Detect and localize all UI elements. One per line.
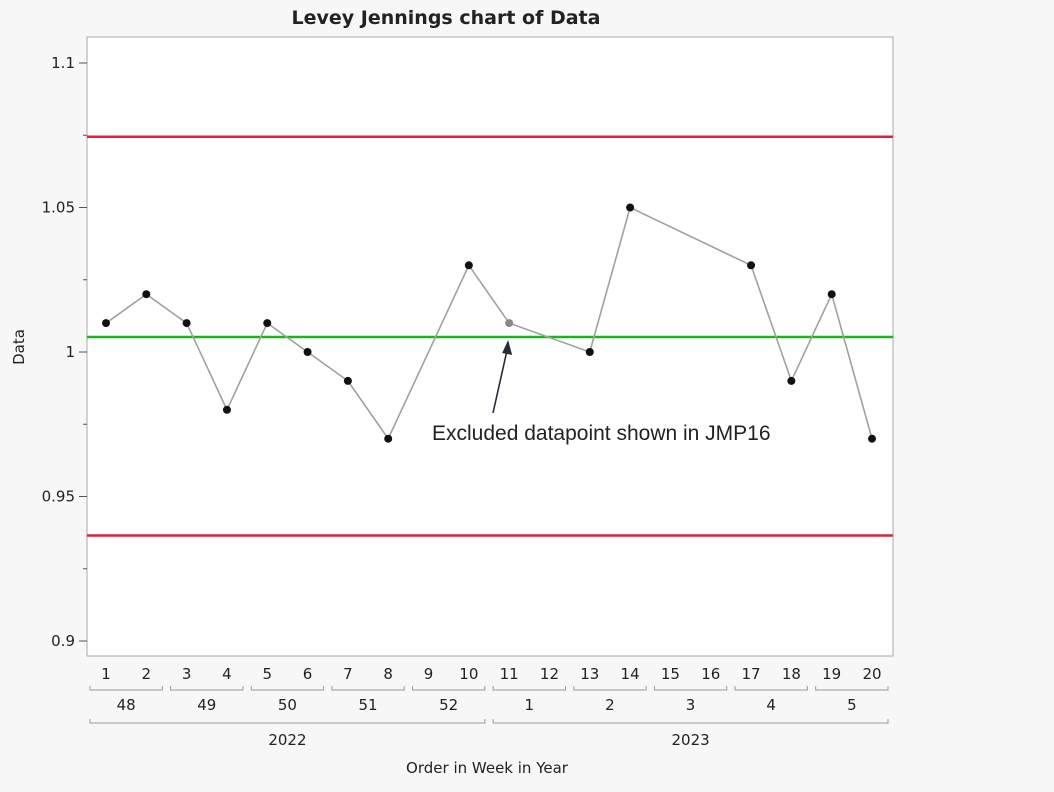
- data-point: [464, 261, 473, 270]
- week-group-bracket: [734, 686, 808, 691]
- x-tick-label: 15: [661, 665, 680, 683]
- y-tick-label: 1.1: [51, 54, 75, 72]
- week-group-label: 48: [117, 696, 136, 714]
- x-tick-label: 20: [862, 665, 881, 683]
- week-group-label: 2: [605, 696, 615, 714]
- week-group-label: 3: [686, 696, 696, 714]
- data-point: [585, 348, 594, 356]
- data-point: [303, 348, 312, 356]
- week-group-bracket: [815, 686, 889, 691]
- x-tick-label: 16: [701, 665, 720, 683]
- y-axis-title: Data: [10, 329, 28, 365]
- week-group-label: 51: [359, 696, 378, 714]
- data-point: [868, 434, 876, 443]
- y-tick-label: 0.9: [51, 632, 75, 650]
- x-tick-label: 14: [621, 665, 640, 683]
- plot-area: [86, 36, 894, 657]
- x-tick-label: 17: [742, 665, 761, 683]
- x-tick-label: 7: [343, 665, 353, 683]
- week-group-bracket: [89, 686, 163, 691]
- data-point: [787, 376, 796, 385]
- x-tick-label: 11: [500, 665, 519, 683]
- week-group-bracket: [653, 686, 728, 691]
- week-group-bracket: [170, 686, 244, 691]
- week-group-bracket: [412, 686, 486, 691]
- data-point: [747, 261, 756, 270]
- excluded-data-point: [505, 319, 514, 328]
- x-axis-title: Order in Week in Year: [406, 759, 569, 777]
- x-tick-label: 18: [782, 665, 801, 683]
- data-point: [222, 405, 231, 414]
- annotation-arrow-line: [492, 351, 508, 414]
- x-tick-label: 2: [142, 665, 152, 683]
- data-point: [102, 319, 110, 328]
- week-group-label: 49: [197, 696, 216, 714]
- x-tick-label: 12: [540, 665, 559, 683]
- week-group-label: 50: [278, 696, 297, 714]
- week-group-label: 4: [766, 696, 776, 714]
- data-series: [102, 203, 876, 443]
- year-group-bracket: [492, 719, 889, 724]
- x-tick-label: 1: [101, 665, 111, 683]
- week-group-bracket: [250, 686, 325, 691]
- x-tick-label: 13: [580, 665, 599, 683]
- x-tick-label: 4: [222, 665, 232, 683]
- data-point: [263, 319, 272, 328]
- data-point: [384, 434, 393, 443]
- reference-lines: [87, 135, 893, 537]
- week-group-bracket: [573, 686, 647, 691]
- y-tick-label: 0.95: [42, 488, 75, 506]
- annotation-arrowhead: [502, 340, 513, 355]
- x-tick-label: 8: [383, 665, 393, 683]
- data-point: [182, 319, 191, 328]
- annotation-text: Excluded datapoint shown in JMP16: [432, 422, 771, 445]
- data-point: [142, 290, 151, 299]
- week-group-label: 52: [439, 696, 458, 714]
- y-axis: 0.9 0.95 1 1.05 1.1: [42, 54, 87, 650]
- y-tick-label: 1: [65, 343, 75, 361]
- series-line: [105, 206, 873, 441]
- y-tick-label: 1.05: [42, 199, 75, 217]
- week-group-label: 5: [847, 696, 857, 714]
- year-group-label: 2022: [268, 731, 306, 749]
- x-tick-label: 9: [424, 665, 434, 683]
- x-tick-label: 10: [459, 665, 478, 683]
- year-group-bracket: [89, 719, 486, 724]
- week-group-bracket: [492, 686, 566, 691]
- x-tick-label: 19: [822, 665, 841, 683]
- week-group-label: 1: [525, 696, 535, 714]
- x-tick-label: 6: [303, 665, 313, 683]
- annotation: Excluded datapoint shown in JMP16: [432, 340, 771, 445]
- data-point: [343, 376, 352, 385]
- data-point: [827, 290, 836, 299]
- x-tick-label: 3: [182, 665, 192, 683]
- data-point: [626, 203, 635, 212]
- week-group-bracket: [331, 686, 405, 691]
- x-tick-label: 5: [262, 665, 272, 683]
- year-group-label: 2023: [671, 731, 709, 749]
- chart-title: Levey Jennings chart of Data: [292, 7, 601, 29]
